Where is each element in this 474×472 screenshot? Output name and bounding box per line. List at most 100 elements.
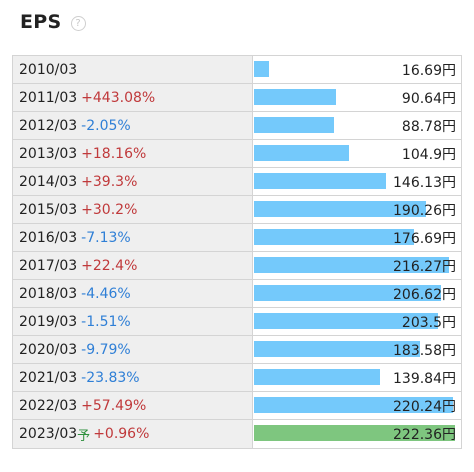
eps-row: 2011/03 +443.08% 90.64円 [13, 84, 461, 112]
yoy-change-label: +39.3% [81, 173, 138, 190]
eps-bar [254, 61, 269, 77]
yoy-change-label: -4.46% [81, 285, 131, 302]
yoy-change-label: -2.05% [81, 117, 131, 134]
eps-value-label: 90.64円 [401, 90, 456, 107]
eps-row: 2019/03 -1.51% 203.5円 [13, 308, 461, 336]
fiscal-year-label: 2015/03 [19, 201, 78, 218]
eps-value-label: 16.69円 [401, 62, 456, 79]
fiscal-year-label: 2014/03 [19, 173, 78, 190]
eps-value-label: 183.58円 [393, 342, 456, 359]
eps-row: 2012/03 -2.05% 88.78円 [13, 112, 461, 140]
eps-value-label: 104.9円 [401, 146, 456, 163]
eps-value-label: 146.13円 [393, 174, 456, 191]
yoy-change-label: +0.96% [93, 426, 150, 442]
eps-bar [254, 229, 414, 245]
eps-bar [254, 145, 349, 161]
bar-cell: 176.69円 [253, 224, 461, 251]
yoy-change-label: -9.79% [81, 341, 131, 358]
fiscal-year-label: 2011/03 [19, 89, 78, 106]
eps-row: 2014/03 +39.3% 146.13円 [13, 168, 461, 196]
eps-bar [254, 257, 449, 273]
fiscal-year-label: 2019/03 [19, 313, 78, 330]
eps-row: 2021/03 -23.83% 139.84円 [13, 364, 461, 392]
eps-bar [254, 341, 420, 357]
fiscal-year-label: 2021/03 [19, 369, 78, 386]
eps-row: 2022/03 +57.49% 220.24円 [13, 392, 461, 420]
eps-bar [254, 201, 426, 217]
period-label-cell: 2021/03 -23.83% [13, 364, 253, 391]
yoy-change-label: +18.16% [81, 145, 147, 162]
period-label-cell: 2011/03 +443.08% [13, 84, 253, 111]
eps-bar [254, 173, 386, 189]
eps-row: 2020/03 -9.79% 183.58円 [13, 336, 461, 364]
eps-bar [254, 397, 453, 413]
yoy-change-label: -1.51% [81, 313, 131, 330]
bar-cell: 203.5円 [253, 308, 461, 335]
eps-value-label: 190.26円 [393, 202, 456, 219]
eps-value-label: 203.5円 [401, 314, 456, 331]
period-label-cell: 2014/03 +39.3% [13, 168, 253, 195]
fiscal-year-label: 2018/03 [19, 285, 78, 302]
period-label-cell: 2016/03 -7.13% [13, 224, 253, 251]
fiscal-year-label: 2012/03 [19, 117, 78, 134]
eps-bar [254, 117, 334, 133]
bar-cell: 90.64円 [253, 84, 461, 111]
bar-cell: 206.62円 [253, 280, 461, 307]
bar-cell: 146.13円 [253, 168, 461, 195]
period-label-cell: 2015/03 +30.2% [13, 196, 253, 223]
chart-header: EPS ? [20, 9, 86, 35]
yoy-change-label: +30.2% [81, 201, 138, 218]
eps-row: 2017/03 +22.4% 216.27円 [13, 252, 461, 280]
period-label-cell: 2022/03 +57.49% [13, 392, 253, 419]
eps-row: 2023/03 予 +0.96% 222.36円 [13, 420, 461, 449]
eps-value-label: 216.27円 [393, 258, 456, 275]
fiscal-year-label: 2022/03 [19, 397, 78, 414]
eps-row: 2015/03 +30.2% 190.26円 [13, 196, 461, 224]
fiscal-year-label: 2020/03 [19, 341, 78, 358]
period-label-cell: 2019/03 -1.51% [13, 308, 253, 335]
eps-value-label: 220.24円 [393, 398, 456, 415]
bar-cell: 216.27円 [253, 252, 461, 279]
period-label-cell: 2017/03 +22.4% [13, 252, 253, 279]
eps-forecast-bar [254, 425, 455, 441]
eps-table: 2010/03 16.69円 2011/03 +443.08% 90.64円 2012/0… [12, 55, 462, 449]
fiscal-year-label: 2017/03 [19, 257, 78, 274]
eps-value-label: 88.78円 [401, 118, 456, 135]
eps-row: 2013/03 +18.16% 104.9円 [13, 140, 461, 168]
yoy-change-label: -23.83% [81, 369, 140, 386]
eps-row: 2010/03 16.69円 [13, 56, 461, 84]
chart-title: EPS [20, 11, 62, 33]
period-label-cell: 2023/03 予 +0.96% [13, 420, 253, 448]
bar-cell: 104.9円 [253, 140, 461, 167]
eps-bar [254, 313, 438, 329]
eps-bar [254, 285, 441, 301]
fiscal-year-label: 2010/03 [19, 61, 78, 78]
period-label-cell: 2018/03 -4.46% [13, 280, 253, 307]
fiscal-year-label: 2023/03 [19, 426, 78, 442]
eps-row: 2016/03 -7.13% 176.69円 [13, 224, 461, 252]
bar-cell: 88.78円 [253, 112, 461, 139]
bar-cell: 139.84円 [253, 364, 461, 391]
bar-cell: 222.36円 [253, 420, 461, 448]
forecast-mark: 予 [77, 428, 91, 444]
eps-value-label: 206.62円 [393, 286, 456, 303]
yoy-change-label: -7.13% [81, 229, 131, 246]
period-label-cell: 2010/03 [13, 56, 253, 83]
fiscal-year-label: 2013/03 [19, 145, 78, 162]
help-icon[interactable]: ? [70, 16, 86, 31]
period-label-cell: 2012/03 -2.05% [13, 112, 253, 139]
eps-bar [254, 369, 380, 385]
yoy-change-label: +57.49% [81, 397, 147, 414]
eps-value-label: 139.84円 [393, 370, 456, 387]
eps-bar [254, 89, 336, 105]
yoy-change-label: +22.4% [81, 257, 138, 274]
bar-cell: 16.69円 [253, 56, 461, 83]
eps-value-label: 176.69円 [393, 230, 456, 247]
bar-cell: 220.24円 [253, 392, 461, 419]
bar-cell: 190.26円 [253, 196, 461, 223]
yoy-change-label: +443.08% [81, 89, 156, 106]
period-label-cell: 2020/03 -9.79% [13, 336, 253, 363]
eps-row: 2018/03 -4.46% 206.62円 [13, 280, 461, 308]
eps-value-label: 222.36円 [393, 427, 456, 443]
period-label-cell: 2013/03 +18.16% [13, 140, 253, 167]
